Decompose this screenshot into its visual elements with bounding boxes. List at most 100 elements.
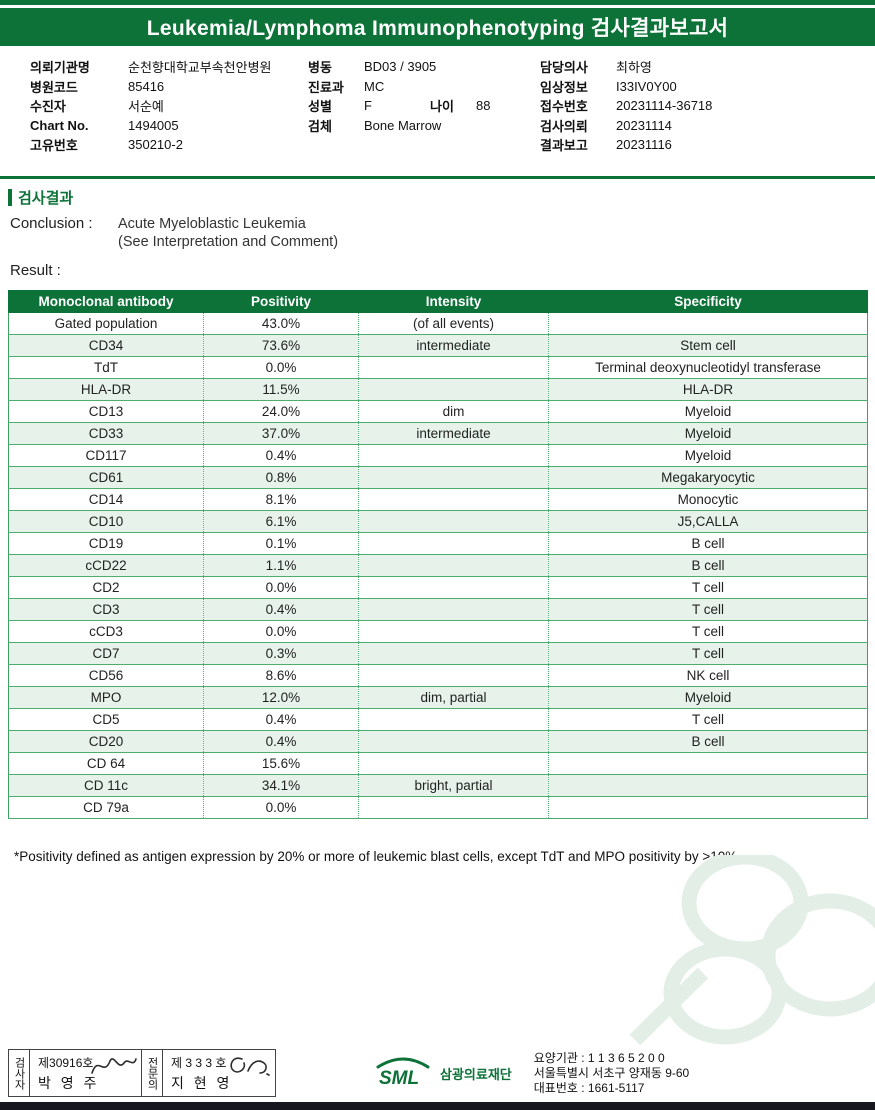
table-cell: B cell — [548, 730, 868, 753]
conclusion-line-2: (See Interpretation and Comment) — [118, 234, 339, 250]
table-cell — [358, 598, 549, 621]
table-cell: bright, partial — [358, 774, 549, 797]
table-cell: 43.0% — [203, 312, 359, 335]
column-header: Specificity — [548, 290, 868, 313]
table-cell: intermediate — [358, 334, 549, 357]
table-cell: CD117 — [8, 444, 204, 467]
info-value: 20231114 — [616, 117, 672, 133]
table-cell: B cell — [548, 554, 868, 577]
sml-logo-icon: SML — [376, 1057, 430, 1089]
table-cell: J5,CALLA — [548, 510, 868, 533]
table-cell: 12.0% — [203, 686, 359, 709]
info-row: 결과보고 20231116 — [540, 135, 865, 155]
info-row: 수진자 서순예 — [30, 96, 308, 116]
table-row: Gated population 43.0% (of all events) — [8, 312, 868, 335]
table-row: CD56 8.6% NK cell — [8, 664, 868, 687]
info-value: 20231114-36718 — [616, 98, 713, 114]
org-phone: 대표번호 : 1661-5117 — [533, 1080, 645, 1095]
table-cell — [358, 642, 549, 665]
info-value: Bone Marrow — [364, 117, 442, 133]
table-row: CD2 0.0% T cell — [8, 576, 868, 599]
footnote: *Positivity defined as antigen expressio… — [14, 849, 738, 864]
table-cell: 0.8% — [203, 466, 359, 489]
report-title-bar: Leukemia/Lymphoma Immunophenotyping 검사결과… — [0, 8, 875, 46]
table-row: CD34 73.6% intermediate Stem cell — [8, 334, 868, 357]
table-row: CD5 0.4% T cell — [8, 708, 868, 731]
table-cell — [358, 708, 549, 731]
conclusion-label: Conclusion : — [10, 215, 93, 232]
table-cell — [358, 488, 549, 511]
table-cell: 8.1% — [203, 488, 359, 511]
table-cell: 0.0% — [203, 796, 359, 819]
conclusion-block: Conclusion : Acute Myeloblastic Leukemia… — [10, 215, 338, 251]
footer: 검사자 제30916호 박 영 주 전문의 제 3 3 3 호 지 현 영 SM… — [8, 1048, 867, 1098]
info-label: 검사의뢰 — [540, 118, 588, 134]
info-label: 성별 — [308, 99, 332, 115]
table-cell: CD5 — [8, 708, 204, 731]
table-cell: 73.6% — [203, 334, 359, 357]
info-value: 최하영 — [616, 60, 652, 76]
table-cell: B cell — [548, 532, 868, 555]
info-row: 병원코드 85416 — [30, 77, 308, 97]
table-cell: Monocytic — [548, 488, 868, 511]
table-cell — [548, 796, 868, 819]
table-cell: CD34 — [8, 334, 204, 357]
table-cell: Gated population — [8, 312, 204, 335]
table-cell: CD20 — [8, 730, 204, 753]
table-cell: dim — [358, 400, 549, 423]
info-value: 88 — [476, 98, 491, 114]
table-cell: 6.1% — [203, 510, 359, 533]
table-row: CD14 8.1% Monocytic — [8, 488, 868, 511]
examiner-cell: 제30916호 박 영 주 — [30, 1050, 142, 1096]
table-cell: T cell — [548, 576, 868, 599]
table-row: cCD3 0.0% T cell — [8, 620, 868, 643]
table-cell: TdT — [8, 356, 204, 379]
patient-info-col-left: 의뢰기관명 순천향대학교부속천안병원 병원코드 85416 수진자 서순예 Chart No… — [30, 57, 308, 155]
specialist-license: 제 3 3 3 호 — [171, 1055, 227, 1070]
table-cell: 24.0% — [203, 400, 359, 423]
info-value: BD03 / 3905 — [364, 59, 437, 75]
org-code: 요양기관 : 1 1 3 6 5 2 0 0 — [533, 1050, 665, 1065]
info-value: MC — [364, 78, 385, 94]
table-cell: dim, partial — [358, 686, 549, 709]
section-bar-icon — [8, 189, 12, 206]
examiner-role-label: 검사자 — [9, 1050, 30, 1096]
table-cell: HLA-DR — [8, 378, 204, 401]
info-label: Chart No. — [30, 117, 89, 133]
examiner-name: 박 영 주 — [38, 1074, 100, 1091]
section-divider — [0, 176, 875, 179]
examiner-license: 제30916호 — [38, 1055, 94, 1070]
table-row: CD33 37.0% intermediate Myeloid — [8, 422, 868, 445]
table-row: CD 64 15.6% — [8, 752, 868, 775]
info-row: 고유번호 350210-2 — [30, 135, 308, 155]
table-cell: CD61 — [8, 466, 204, 489]
table-cell: intermediate — [358, 422, 549, 445]
info-row: 담당의사 최하영 — [540, 57, 865, 77]
table-cell: Myeloid — [548, 686, 868, 709]
result-label: Result : — [10, 262, 61, 279]
bottom-border — [0, 1102, 875, 1110]
info-label: 병원코드 — [30, 79, 78, 95]
table-cell: 34.1% — [203, 774, 359, 797]
info-label: 의뢰기관명 — [30, 60, 90, 76]
info-value: 1494005 — [128, 117, 179, 133]
info-value: 350210-2 — [128, 137, 183, 153]
table-cell: Stem cell — [548, 334, 868, 357]
table-cell: CD3 — [8, 598, 204, 621]
table-cell — [358, 444, 549, 467]
specialist-cell: 제 3 3 3 호 지 현 영 — [163, 1050, 275, 1096]
table-cell — [358, 576, 549, 599]
specialist-role-label: 전문의 — [142, 1050, 163, 1096]
info-label: 병동 — [308, 60, 332, 76]
table-cell — [358, 796, 549, 819]
table-cell: CD14 — [8, 488, 204, 511]
table-cell: 37.0% — [203, 422, 359, 445]
table-cell: 0.4% — [203, 730, 359, 753]
table-cell — [358, 730, 549, 753]
table-row: MPO 12.0% dim, partial Myeloid — [8, 686, 868, 709]
info-label: 접수번호 — [540, 99, 588, 115]
table-cell: T cell — [548, 598, 868, 621]
table-cell — [358, 532, 549, 555]
info-row: 검사의뢰 20231114 — [540, 116, 865, 136]
info-value: 서순예 — [128, 99, 164, 115]
